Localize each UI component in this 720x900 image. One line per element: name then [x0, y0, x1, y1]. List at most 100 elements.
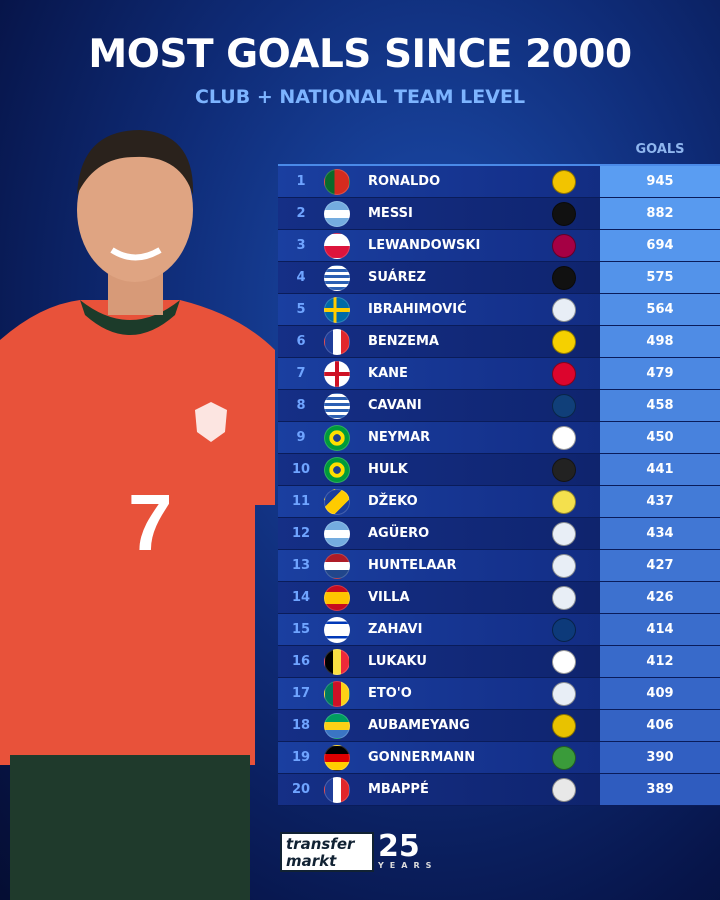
table-row: 12 AGÜERO 434: [278, 518, 720, 550]
uruguay-flag-icon: [324, 264, 350, 291]
green-crest-icon: [552, 746, 576, 770]
rank: 9: [296, 430, 306, 445]
argentina-flag-icon: [324, 200, 350, 227]
portugal-flag-icon: [324, 168, 350, 195]
table-row: 17 ETO'O 409: [278, 678, 720, 710]
goals-value: 694: [600, 230, 720, 261]
boca-crest-icon: [552, 394, 576, 418]
goals-value: 426: [600, 582, 720, 613]
rank: 15: [291, 622, 311, 637]
barcelona-crest-icon: [552, 234, 576, 258]
rank: 18: [291, 718, 311, 733]
atletico-mineiro-crest-icon: [552, 458, 576, 482]
goals-value: 479: [600, 358, 720, 389]
svg-text:7: 7: [128, 478, 173, 567]
al-nassr-crest-icon: [552, 170, 576, 194]
player-name: LUKAKU: [368, 654, 427, 669]
player-name: LEWANDOWSKI: [368, 238, 481, 253]
player-name: KANE: [368, 366, 408, 381]
table-row: 4 SUÁREZ 575: [278, 262, 720, 294]
rank: 7: [296, 366, 306, 381]
rank: 13: [291, 558, 311, 573]
santos-crest-icon: [552, 426, 576, 450]
player-name: VILLA: [368, 590, 410, 605]
goals-value: 389: [600, 774, 720, 805]
france-flag-icon: [324, 776, 350, 803]
israel-flag-icon: [324, 616, 350, 643]
goals-column-header: GOALS: [635, 142, 685, 157]
player-name: HUNTELAAR: [368, 558, 457, 573]
retired-crest-icon: [552, 298, 576, 322]
poland-flag-icon: [324, 232, 350, 259]
ranking-table: 1 RONALDO 945 2 MESSI 882 3 LEWANDOWSKI 69…: [278, 164, 720, 806]
al-ittihad-crest-icon: [552, 330, 576, 354]
retired-crest-icon: [552, 554, 576, 578]
netherlands-flag-icon: [324, 552, 350, 579]
rank: 16: [291, 654, 311, 669]
bayern-crest-icon: [552, 362, 576, 386]
belgium-flag-icon: [324, 648, 350, 675]
table-row: 7 KANE 479: [278, 358, 720, 390]
rank: 10: [291, 462, 311, 477]
brazil-flag-icon: [324, 456, 350, 483]
table-row: 20 MBAPPÉ 389: [278, 774, 720, 806]
england-flag-icon: [324, 360, 350, 387]
inter-miami-crest-icon: [552, 202, 576, 226]
player-name: GONNERMANN: [368, 750, 476, 765]
goals-value: 945: [600, 166, 720, 197]
retired-crest-icon: [552, 682, 576, 706]
rank: 5: [296, 302, 306, 317]
player-photo: 7: [0, 130, 275, 900]
argentina-flag-icon: [324, 520, 350, 547]
rank: 11: [291, 494, 311, 509]
table-row: 10 HULK 441: [278, 454, 720, 486]
player-name: IBRAHIMOVIĆ: [368, 302, 467, 317]
germany-flag-icon: [324, 744, 350, 771]
player-name: MESSI: [368, 206, 413, 221]
player-name: RONALDO: [368, 174, 441, 189]
player-name: ZAHAVI: [368, 622, 423, 637]
player-name: AUBAMEYANG: [368, 718, 470, 733]
goals-value: 882: [600, 198, 720, 229]
table-row: 5 IBRAHIMOVIĆ 564: [278, 294, 720, 326]
brand-logo: transfer markt: [280, 832, 374, 872]
bosnia-flag-icon: [324, 488, 350, 515]
goals-value: 441: [600, 454, 720, 485]
goals-value: 564: [600, 294, 720, 325]
player-name: BENZEMA: [368, 334, 439, 349]
france-flag-icon: [324, 328, 350, 355]
real-madrid-crest-icon: [552, 778, 576, 802]
rank: 12: [291, 526, 311, 541]
table-row: 6 BENZEMA 498: [278, 326, 720, 358]
table-row: 14 VILLA 426: [278, 582, 720, 614]
table-row: 19 GONNERMANN 390: [278, 742, 720, 774]
brazil-flag-icon: [324, 424, 350, 451]
rank: 14: [291, 590, 311, 605]
player-name: NEYMAR: [368, 430, 431, 445]
maccabi-crest-icon: [552, 618, 576, 642]
retired-crest-icon: [552, 586, 576, 610]
page-subtitle: CLUB + NATIONAL TEAM LEVEL: [194, 86, 526, 108]
anniversary-number: 25: [378, 829, 420, 864]
fenerbahce-crest-icon: [552, 490, 576, 514]
goals-value: 414: [600, 614, 720, 645]
goals-value: 390: [600, 742, 720, 773]
table-row: 2 MESSI 882: [278, 198, 720, 230]
inter-miami-crest-icon: [552, 266, 576, 290]
player-name: DŽEKO: [368, 494, 418, 509]
table-row: 9 NEYMAR 450: [278, 422, 720, 454]
goals-value: 406: [600, 710, 720, 741]
rank: 6: [296, 334, 306, 349]
goals-value: 575: [600, 262, 720, 293]
player-name: HULK: [368, 462, 408, 477]
player-name: SUÁREZ: [368, 270, 426, 285]
table-row: 15 ZAHAVI 414: [278, 614, 720, 646]
table-row: 18 AUBAMEYANG 406: [278, 710, 720, 742]
gabon-flag-icon: [324, 712, 350, 739]
rank: 4: [296, 270, 306, 285]
table-row: 8 CAVANI 458: [278, 390, 720, 422]
table-row: 1 RONALDO 945: [278, 166, 720, 198]
player-name: AGÜERO: [368, 526, 430, 541]
goals-value: 450: [600, 422, 720, 453]
player-name: ETO'O: [368, 686, 412, 701]
